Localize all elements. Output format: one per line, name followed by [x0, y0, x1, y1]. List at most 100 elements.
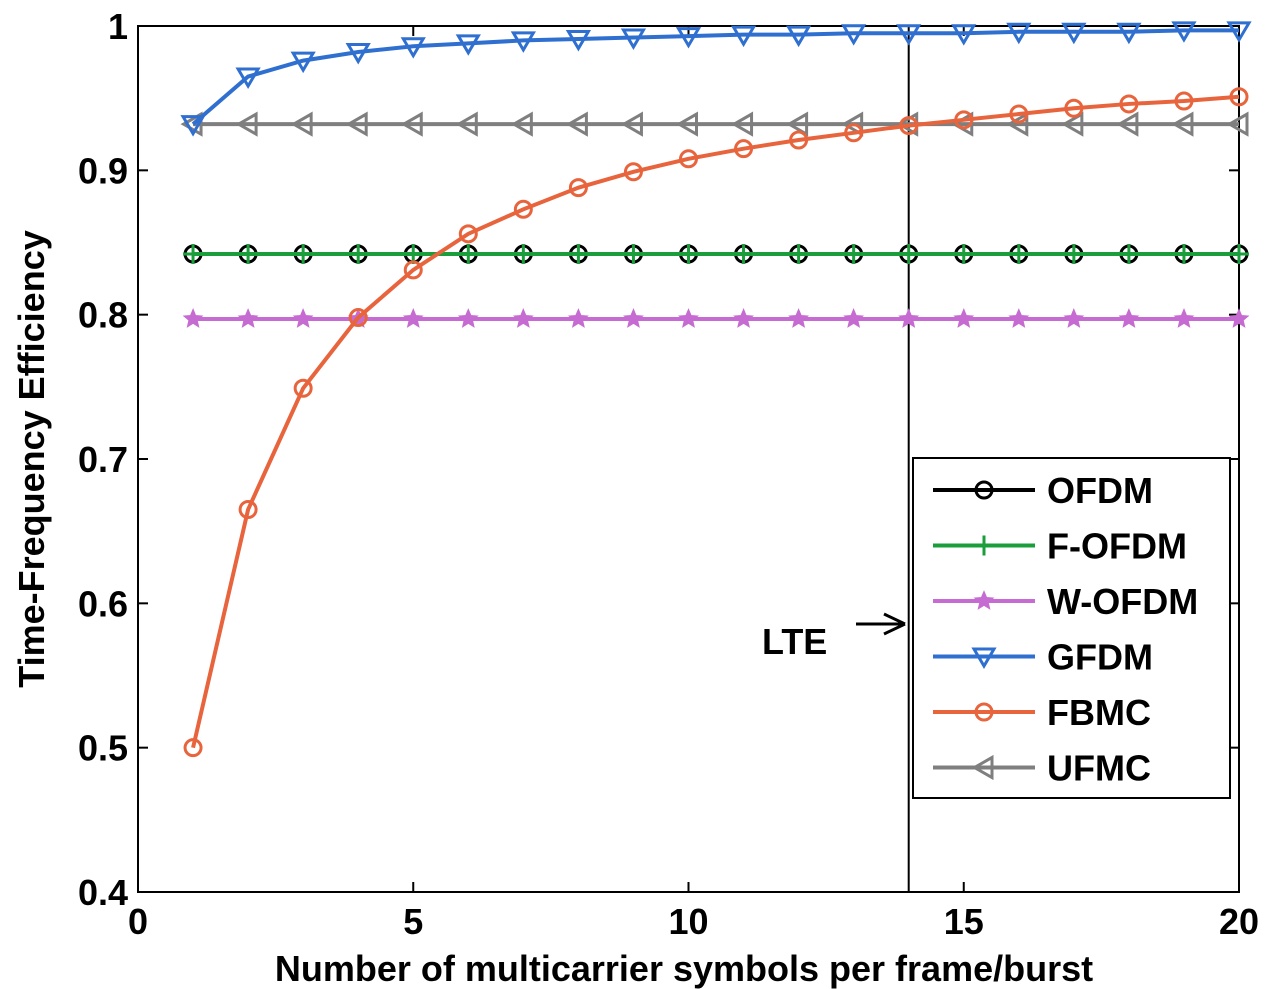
marker-triangle-down: [235, 67, 261, 89]
legend-item: GFDM: [933, 637, 1153, 678]
marker-plus: [1118, 244, 1139, 265]
marker-triangle-left: [971, 754, 994, 781]
marker-circle: [238, 500, 258, 520]
marker-triangle-down: [675, 27, 702, 49]
legend-label: GFDM: [1047, 637, 1153, 678]
marker-circle: [844, 123, 864, 143]
marker-plus: [974, 535, 994, 556]
marker-plus: [678, 244, 699, 265]
marker-star: [843, 308, 865, 328]
marker-star: [623, 308, 644, 328]
marker-star: [1008, 308, 1030, 328]
marker-star: [1063, 308, 1085, 328]
marker-triangle-down: [951, 24, 977, 46]
marker-star: [678, 308, 699, 328]
marker-triangle-down: [896, 24, 922, 46]
marker-plus: [1063, 244, 1084, 265]
marker-plus: [1008, 244, 1029, 265]
marker-triangle-down: [785, 25, 812, 48]
x-tick-label: 0: [128, 901, 148, 942]
marker-triangle-down: [1116, 22, 1142, 45]
marker-circle: [183, 738, 203, 758]
marker-circle: [954, 110, 974, 130]
marker-plus: [953, 244, 974, 265]
y-tick-label: 0.4: [78, 872, 128, 913]
marker-plus: [623, 244, 644, 265]
marker-circle: [293, 378, 313, 398]
marker-triangle-down: [455, 34, 481, 56]
marker-triangle-left: [510, 111, 533, 137]
marker-triangle-left: [1226, 111, 1249, 137]
marker-plus: [898, 244, 919, 265]
marker-plus: [458, 244, 479, 265]
marker-circle: [623, 162, 643, 182]
marker-star: [457, 308, 479, 328]
marker-star: [512, 308, 534, 328]
marker-triangle-down: [180, 115, 206, 137]
marker-star: [1173, 308, 1195, 328]
axis-ticks: 0 5 10 15 20 0.4 0.5 0.6 0.7 0.8 0.9 1: [78, 6, 1259, 942]
x-tick-label: 20: [1219, 901, 1259, 942]
marker-triangle-left: [180, 111, 203, 137]
marker-star: [973, 590, 995, 610]
marker-star: [1228, 308, 1250, 328]
marker-triangle-left: [786, 111, 809, 137]
marker-triangle-left: [565, 111, 588, 137]
marker-circle: [513, 199, 533, 219]
marker-plus: [568, 244, 589, 265]
marker-triangle-down: [1226, 21, 1252, 43]
marker-triangle-left: [1116, 111, 1139, 137]
marker-triangle-left: [620, 111, 643, 137]
marker-star: [1118, 308, 1140, 328]
x-tick-label: 5: [403, 901, 423, 942]
legend-item: UFMC: [933, 748, 1151, 789]
marker-star: [402, 308, 424, 328]
marker-triangle-down: [730, 25, 757, 48]
marker-circle: [899, 116, 919, 136]
y-tick-label: 0.5: [78, 728, 128, 769]
marker-triangle-left: [345, 111, 368, 137]
marker-triangle-left: [400, 111, 423, 137]
legend-label: OFDM: [1047, 470, 1153, 511]
marker-star: [292, 308, 314, 328]
x-tick-label: 15: [944, 901, 984, 942]
annotation-text: LTE: [762, 621, 827, 662]
marker-triangle-down: [565, 29, 592, 52]
marker-plus: [788, 244, 809, 265]
annotation-arrow-head: [883, 612, 906, 636]
marker-plus: [1229, 244, 1249, 265]
x-axis-label: Number of multicarrier symbols per frame…: [275, 948, 1093, 989]
marker-triangle-left: [235, 111, 258, 137]
x-tick-label: 10: [668, 901, 708, 942]
marker-circle: [789, 130, 809, 150]
series-layer: [180, 21, 1252, 758]
marker-plus: [293, 244, 314, 265]
marker-triangle-down: [971, 647, 997, 669]
marker-circle: [1174, 91, 1194, 111]
marker-triangle-down: [510, 31, 536, 53]
marker-triangle-down: [345, 42, 371, 65]
lte-annotation: LTE: [762, 612, 906, 662]
y-tick-label: 1: [108, 6, 128, 47]
marker-triangle-down: [1061, 22, 1087, 45]
marker-circle: [1064, 98, 1084, 118]
legend-label: FBMC: [1047, 692, 1151, 733]
y-tick-label: 0.8: [78, 295, 128, 336]
marker-triangle-left: [675, 111, 698, 137]
marker-plus: [183, 244, 204, 265]
marker-circle: [734, 139, 754, 159]
marker-circle: [679, 149, 698, 169]
y-tick-label: 0.6: [78, 583, 128, 624]
marker-star: [733, 308, 754, 328]
marker-triangle-down: [1006, 22, 1032, 45]
marker-triangle-left: [1171, 111, 1194, 137]
marker-triangle-down: [620, 28, 647, 51]
marker-plus: [1173, 244, 1194, 265]
marker-circle: [568, 178, 588, 198]
marker-star: [182, 308, 204, 328]
legend-item: OFDM: [933, 470, 1153, 511]
marker-plus: [348, 244, 369, 265]
marker-triangle-left: [841, 111, 864, 137]
marker-triangle-down: [400, 37, 426, 59]
